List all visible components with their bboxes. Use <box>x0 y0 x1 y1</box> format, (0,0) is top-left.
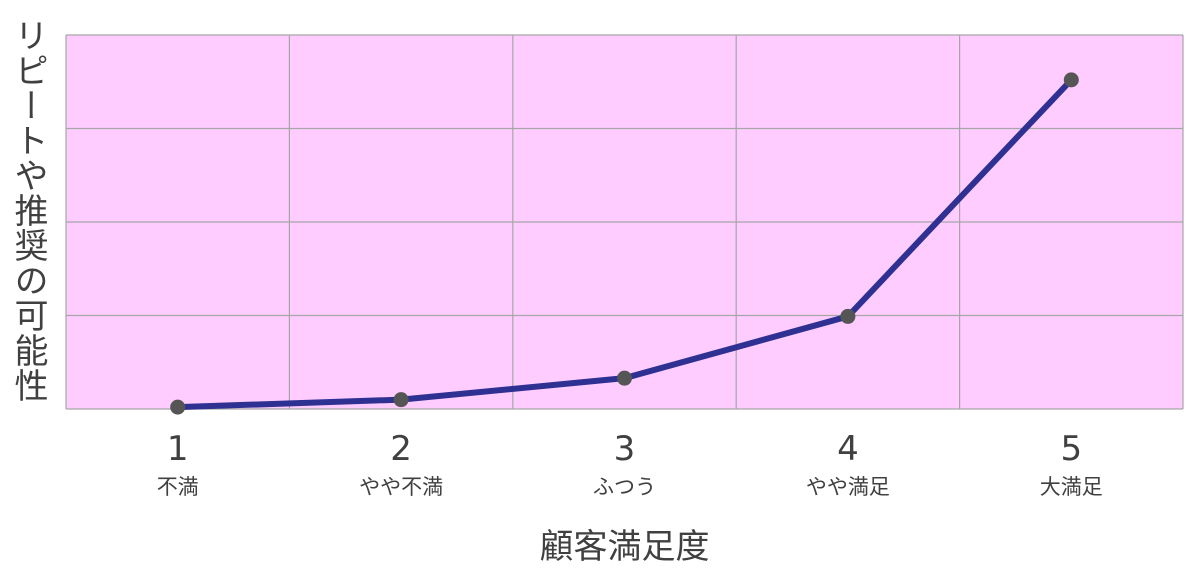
x-tick-label-5: 大満足 <box>1040 475 1103 499</box>
data-points <box>170 72 1079 415</box>
x-tick-number-4: 4 <box>837 429 859 469</box>
x-axis-label: 顧客満足度 <box>540 527 710 567</box>
x-tick-number-3: 3 <box>614 429 636 469</box>
data-point-5 <box>1063 72 1079 88</box>
x-tick-label-3: ふつう <box>593 475 656 499</box>
x-tick-label-1: 不満 <box>157 475 199 499</box>
x-tick-label-2: やや不満 <box>359 475 443 499</box>
x-tick-label-4: やや満足 <box>806 475 890 499</box>
data-point-3 <box>617 370 632 386</box>
x-tick-number-1: 1 <box>167 429 189 469</box>
data-point-4 <box>840 308 856 324</box>
data-point-2 <box>393 392 409 408</box>
x-tick-number-5: 5 <box>1060 429 1082 469</box>
x-tick-number-2: 2 <box>390 429 412 469</box>
x-tick-labels: 1 不満 2 やや不満 3 ふつう 4 やや満足 5 大満足 <box>157 429 1103 499</box>
grid-lines <box>65 34 1184 410</box>
y-axis-label: リピートや推奨の可能性 <box>8 18 48 403</box>
data-point-1 <box>170 399 186 415</box>
